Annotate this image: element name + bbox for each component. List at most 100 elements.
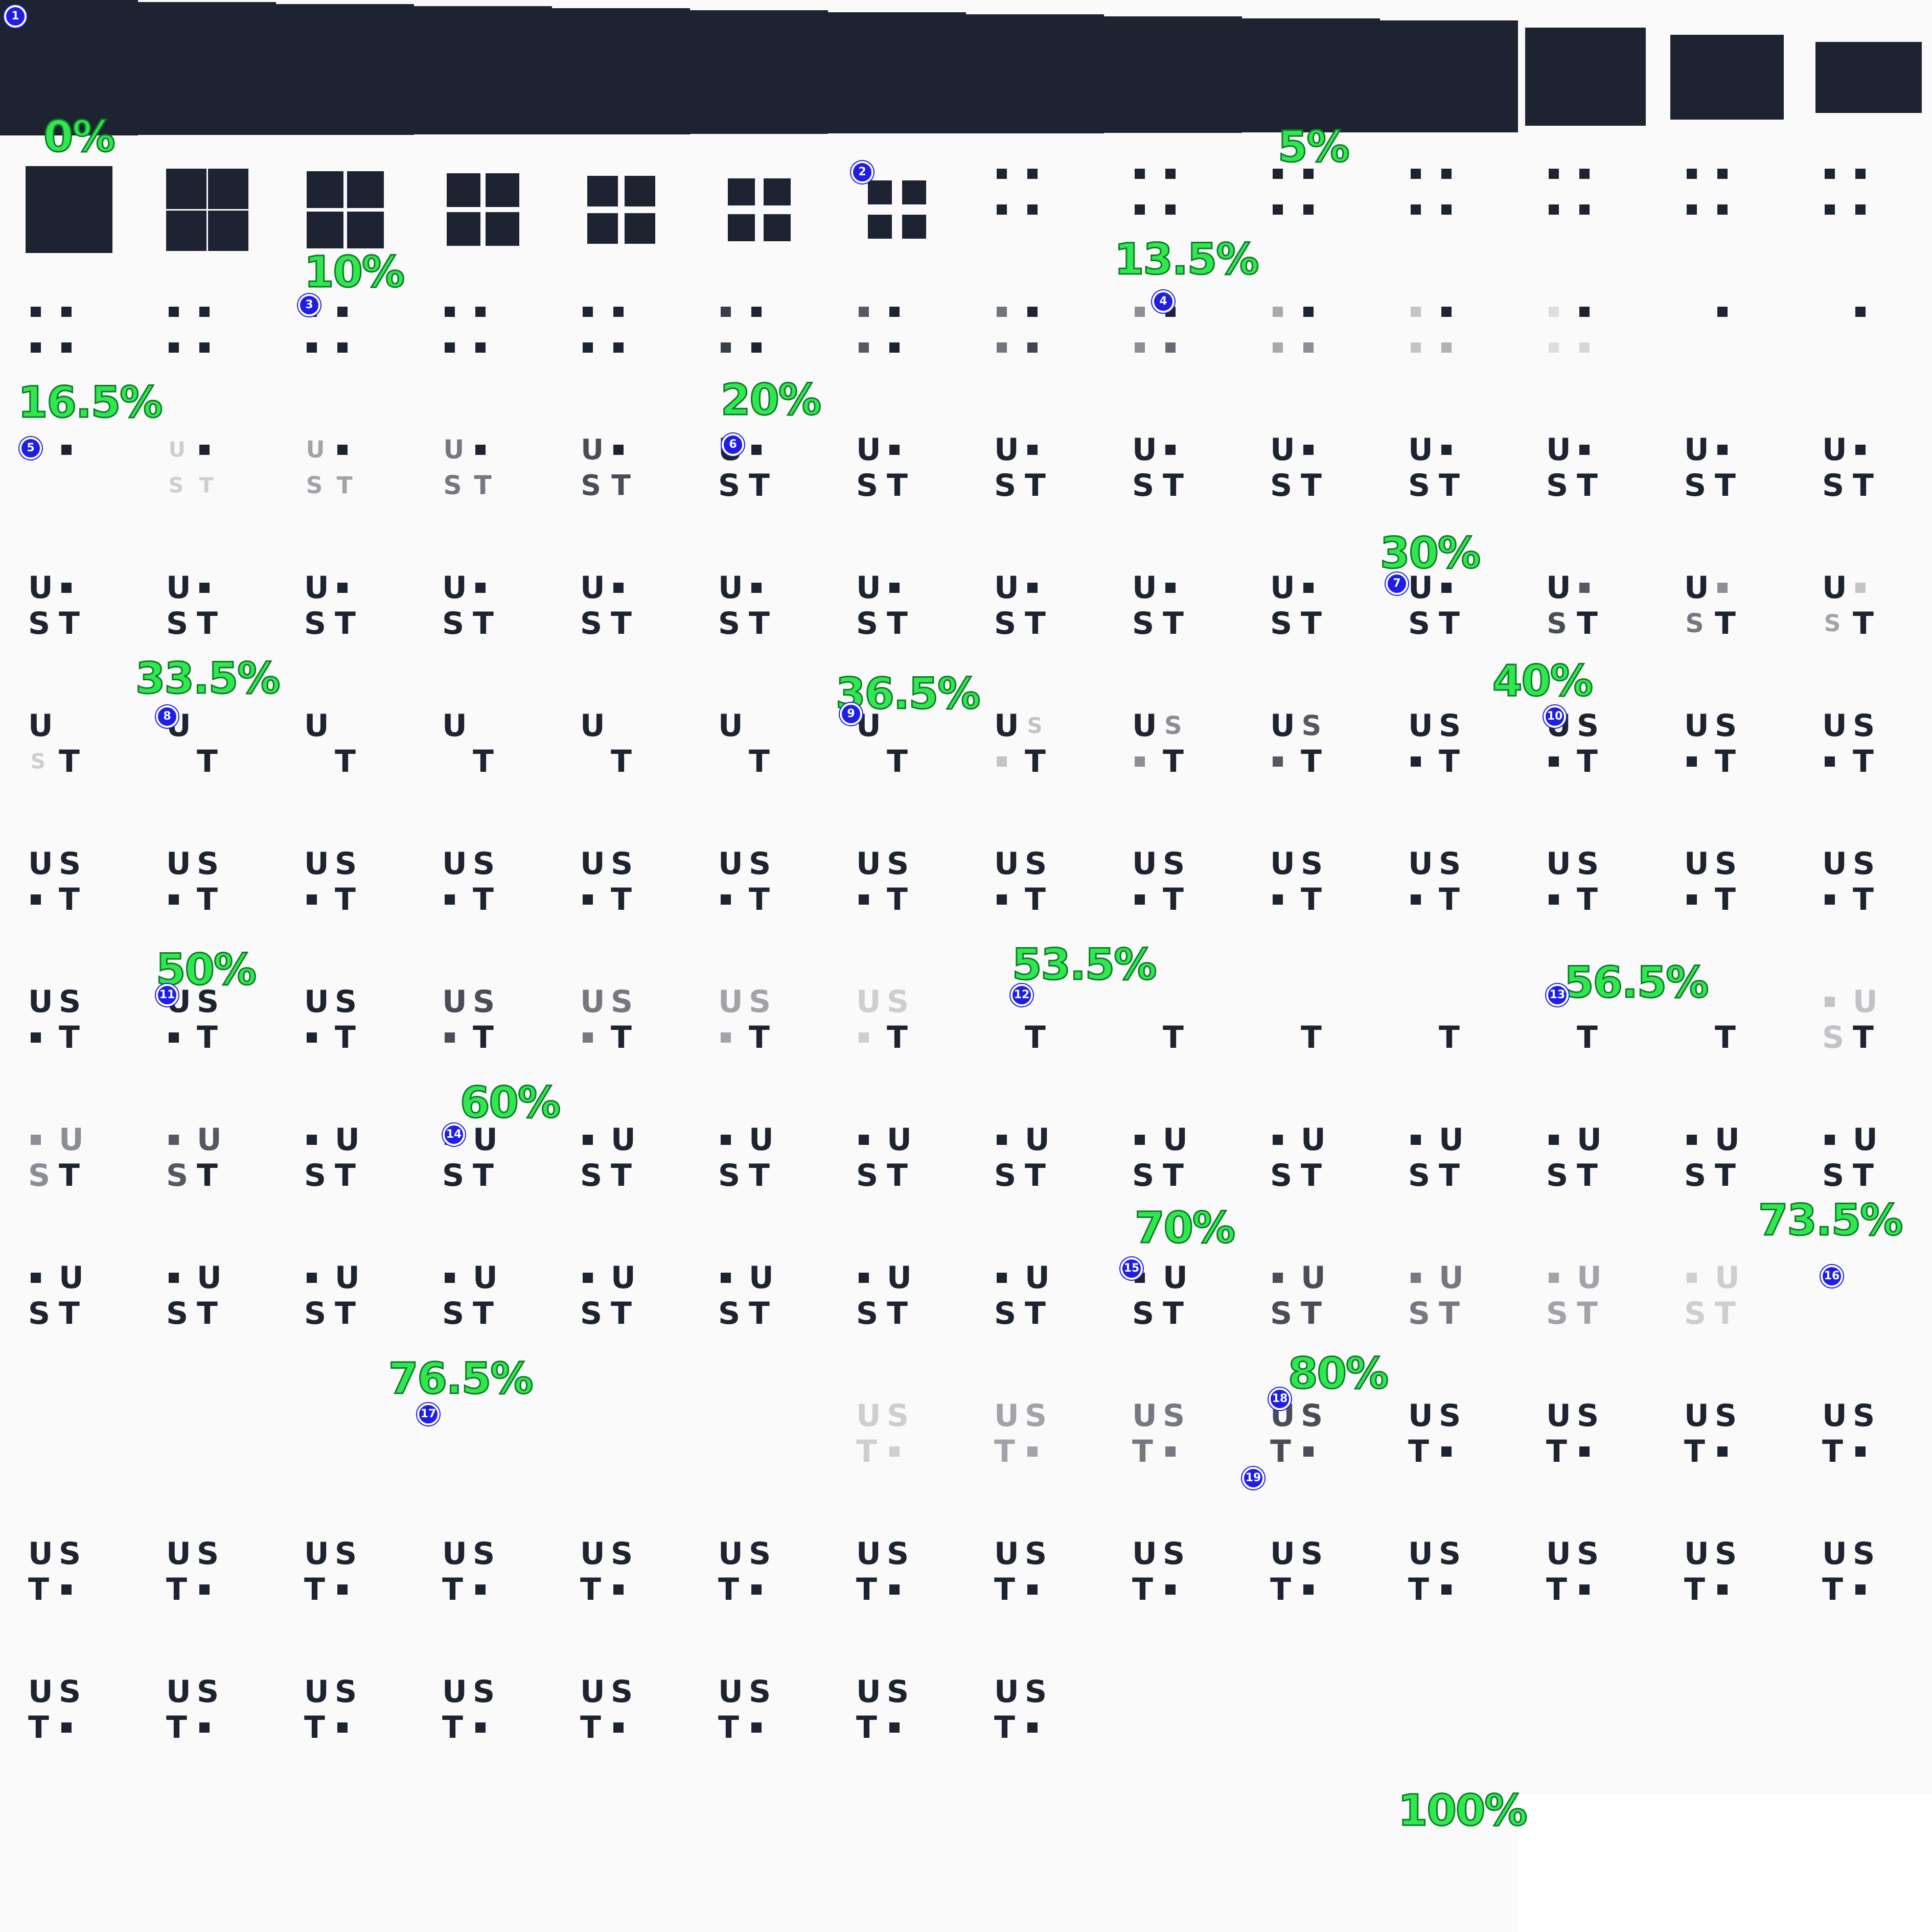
letter-t: T: [1439, 606, 1460, 641]
letter-u: U: [306, 436, 325, 464]
letter-u: U: [856, 984, 881, 1020]
letter-t: T: [749, 1296, 770, 1331]
dot-icon: [169, 1032, 179, 1043]
dot-icon: [1165, 1584, 1176, 1595]
frame: [1380, 138, 1518, 276]
square-icon: [26, 166, 69, 210]
letter-t: T: [887, 882, 908, 917]
dot-icon: [1411, 169, 1421, 179]
dot-icon: [1855, 583, 1866, 593]
letter-u: U: [1684, 1398, 1709, 1434]
dot-icon: [1411, 894, 1421, 905]
frame: [138, 276, 276, 414]
step-marker: 6: [722, 433, 744, 456]
letter-s: S: [994, 1158, 1017, 1193]
dot-icon: [307, 1135, 317, 1145]
square-icon: [763, 178, 791, 205]
square-icon: [166, 168, 206, 209]
letter-t: T: [1715, 1296, 1736, 1331]
letter-u: U: [1684, 708, 1709, 744]
dot-icon: [1303, 342, 1314, 353]
letter-t: T: [335, 1158, 356, 1193]
dot-icon: [1273, 169, 1283, 179]
letter-s: S: [166, 1158, 189, 1193]
dot-icon: [1687, 756, 1697, 767]
dot-icon: [1027, 445, 1038, 455]
dot-icon: [199, 1584, 210, 1595]
dot-icon: [31, 894, 41, 905]
letter-t: T: [749, 606, 770, 641]
step-marker: 18: [1269, 1388, 1291, 1410]
letter-t: T: [473, 606, 494, 641]
step-marker: 11: [156, 984, 178, 1006]
dot-icon: [31, 1032, 41, 1043]
letter-t: T: [1408, 1434, 1429, 1469]
dot-icon: [1549, 169, 1559, 179]
letter-t: T: [1853, 606, 1874, 641]
dot-icon: [1549, 894, 1559, 905]
dot-icon: [1717, 1584, 1728, 1595]
dot-icon: [1273, 1135, 1283, 1145]
dot-icon: [859, 307, 869, 317]
letter-s: S: [28, 1158, 51, 1193]
letter-t: T: [336, 472, 353, 499]
frame: [1518, 138, 1656, 276]
dot-icon: [1441, 307, 1452, 317]
letter-s: S: [1163, 1398, 1185, 1434]
letter-t: T: [1822, 1434, 1843, 1469]
dot-icon: [997, 1135, 1007, 1145]
letter-t: T: [1577, 882, 1598, 917]
dot-icon: [1165, 342, 1176, 353]
square-icon: [69, 210, 112, 253]
letter-t: T: [197, 1296, 218, 1331]
dot-icon: [1825, 169, 1835, 179]
letter-u: U: [580, 984, 605, 1020]
letter-u: U: [1822, 1536, 1847, 1572]
letter-t: T: [887, 744, 908, 779]
square-icon: [306, 211, 343, 248]
letter-t: T: [1301, 606, 1322, 641]
letter-s: S: [856, 1296, 879, 1331]
letter-t: T: [1715, 1158, 1736, 1193]
letter-u: U: [1577, 1122, 1602, 1158]
header-bar: [966, 14, 1104, 133]
letter-s: S: [335, 1536, 357, 1572]
letter-u: U: [1163, 1260, 1188, 1296]
square-icon: [763, 214, 791, 241]
header-bar: [414, 6, 552, 134]
dot-icon: [1411, 342, 1421, 353]
dot-icon: [169, 307, 179, 317]
letter-u: U: [168, 438, 186, 462]
letter-t: T: [473, 744, 494, 779]
letter-s: S: [611, 1536, 633, 1572]
letter-t: T: [611, 606, 632, 641]
letter-t: T: [1163, 744, 1184, 779]
letter-s: S: [304, 606, 327, 641]
letter-u: U: [197, 1260, 222, 1296]
letter-u: U: [749, 1122, 774, 1158]
letter-t: T: [335, 1296, 356, 1331]
letter-u: U: [718, 708, 743, 744]
dot-icon: [475, 342, 486, 353]
dot-icon: [1027, 169, 1038, 179]
header-bar: [1815, 42, 1922, 113]
letter-s: S: [166, 606, 189, 641]
progress-label: 30%: [1379, 528, 1481, 578]
letter-s: S: [28, 1296, 51, 1331]
dot-icon: [1135, 756, 1145, 767]
dot-icon: [1717, 169, 1728, 179]
letter-u: U: [580, 1536, 605, 1572]
